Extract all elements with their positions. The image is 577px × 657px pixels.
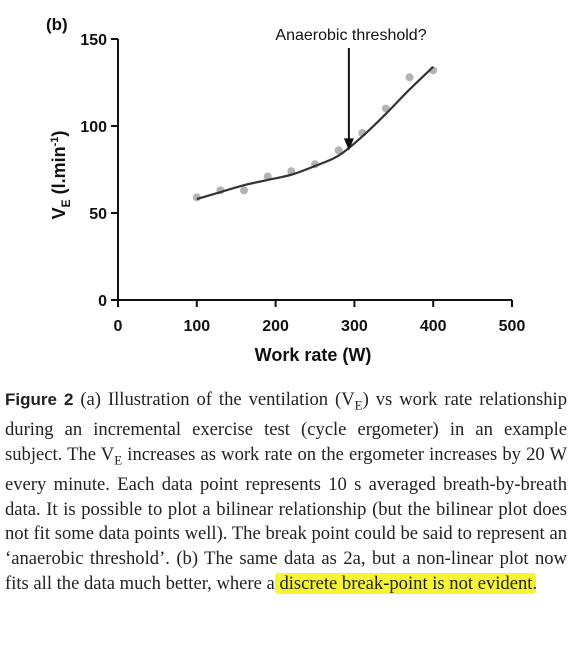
ventilation-chart: 0 100 200 300 400 500 0 50 100 150 (b) Work rate … [46, 15, 525, 365]
x-tick-label: 100 [183, 318, 210, 335]
y-axis-title: VE (l.min-1) [49, 131, 73, 220]
caption-text-b: ) vs work rate relationship during an in… [5, 389, 567, 465]
x-tick-label: 500 [499, 318, 526, 335]
caption-text-end: . [532, 572, 538, 594]
chart-ticks: 0 100 200 300 400 500 0 50 100 150 [80, 32, 525, 335]
y-axis-title-sub: E [59, 199, 73, 207]
panel-label: (b) [46, 15, 68, 34]
x-tick-label: 400 [420, 318, 447, 335]
y-tick-label: 0 [98, 293, 107, 310]
y-axis-title-units: (l.min [49, 146, 69, 199]
caption-sub-a: E [354, 397, 363, 413]
y-tick-label: 150 [80, 32, 107, 49]
caption-highlight: discrete break-point is not evident [279, 572, 533, 594]
x-tick-label: 200 [262, 318, 289, 335]
fit-curve [196, 66, 434, 201]
data-point [240, 186, 249, 195]
y-tick-label: 50 [89, 206, 107, 223]
caption-text-a: (a) Illustration of the ventilation (V [73, 389, 355, 410]
figure-caption: Figure 2 (a) Illustration of the ventila… [5, 388, 567, 596]
annotation-arrow [343, 48, 354, 151]
y-axis-title-main: V [49, 207, 69, 219]
chart-marks [192, 66, 438, 202]
x-axis-title: Work rate (W) [255, 345, 372, 365]
annotation-arrow-head [343, 138, 354, 151]
chart-axes [117, 39, 512, 301]
y-axis-title-units-close: ) [49, 131, 69, 137]
caption-sub-b: E [114, 452, 123, 468]
figure-label: Figure 2 [5, 390, 74, 409]
caption-text-c: increases as work rate on the ergometer … [5, 443, 568, 594]
x-tick-label: 0 [114, 318, 123, 335]
y-tick-label: 100 [80, 119, 107, 136]
annotation-label: Anaerobic threshold? [275, 27, 426, 44]
data-point [405, 73, 414, 82]
x-tick-label: 300 [341, 318, 368, 335]
y-axis-title-units-sup: -1 [49, 137, 61, 147]
data-point [334, 146, 343, 155]
